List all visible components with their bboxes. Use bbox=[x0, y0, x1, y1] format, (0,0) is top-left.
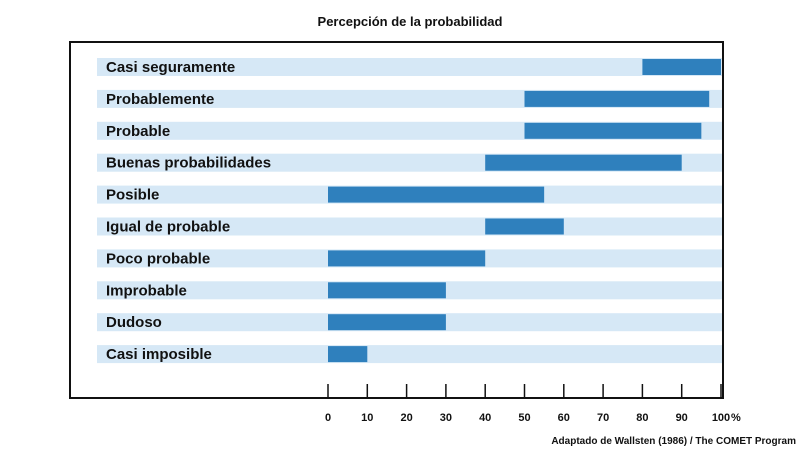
row-band bbox=[97, 217, 722, 236]
x-unit-label: % bbox=[731, 412, 741, 424]
category-label: Casi imposible bbox=[106, 346, 212, 363]
chart-rows: Casi seguramente Probablemente Probable Bue… bbox=[97, 58, 722, 364]
x-tick-label: 60 bbox=[558, 412, 570, 424]
chart-row: Improbable bbox=[97, 281, 722, 300]
x-axis-ticks: 0 10 20 30 40 50 60 70 80 90 100% bbox=[325, 384, 741, 424]
x-tick-label: 20 bbox=[400, 412, 412, 424]
source-note: Adaptado de Wallsten (1986) / The COMET … bbox=[551, 436, 796, 447]
range-bar bbox=[328, 186, 545, 203]
category-label: Poco probable bbox=[106, 250, 210, 267]
chart-row: Igual de probable bbox=[97, 217, 722, 236]
x-tick-label: 90 bbox=[676, 412, 688, 424]
row-band bbox=[97, 58, 722, 76]
chart-row: Probable bbox=[97, 121, 722, 140]
x-tick-label: 30 bbox=[440, 412, 452, 424]
category-label: Dudoso bbox=[106, 314, 162, 331]
range-bar bbox=[328, 346, 368, 363]
range-bar bbox=[524, 122, 702, 139]
x-tick-label: 40 bbox=[479, 412, 491, 424]
category-label: Buenas probabilidades bbox=[106, 155, 271, 172]
chart-row: Probablemente bbox=[97, 89, 722, 108]
category-label: Improbable bbox=[106, 282, 187, 299]
range-bar bbox=[328, 314, 446, 331]
chart-row: Poco probable bbox=[97, 249, 722, 268]
range-bar bbox=[642, 59, 721, 75]
x-tick-label: 70 bbox=[597, 412, 609, 424]
range-bar bbox=[328, 250, 486, 267]
category-label: Casi seguramente bbox=[106, 59, 235, 76]
chart-row: Posible bbox=[97, 185, 722, 204]
x-tick-label: 50 bbox=[518, 412, 530, 424]
category-label: Probable bbox=[106, 123, 170, 140]
x-tick-label: 80 bbox=[636, 412, 648, 424]
chart-row: Casi seguramente bbox=[97, 58, 722, 76]
category-label: Posible bbox=[106, 187, 159, 204]
chart-row: Buenas probabilidades bbox=[97, 153, 722, 172]
x-tick-label: 100 bbox=[712, 412, 730, 424]
range-bar bbox=[485, 218, 564, 235]
category-label: Probablemente bbox=[106, 91, 214, 108]
chart-row: Casi imposible bbox=[97, 345, 722, 364]
range-bar bbox=[485, 154, 682, 171]
range-bar bbox=[524, 90, 710, 107]
chart-title: Percepción de la probabilidad bbox=[318, 14, 503, 29]
chart-row: Dudoso bbox=[97, 313, 722, 332]
category-label: Igual de probable bbox=[106, 219, 230, 236]
x-tick-label: 0 bbox=[325, 412, 331, 424]
x-tick-label: 10 bbox=[361, 412, 373, 424]
row-band bbox=[97, 345, 722, 364]
chart-frame bbox=[69, 41, 724, 399]
range-bar bbox=[328, 282, 446, 299]
